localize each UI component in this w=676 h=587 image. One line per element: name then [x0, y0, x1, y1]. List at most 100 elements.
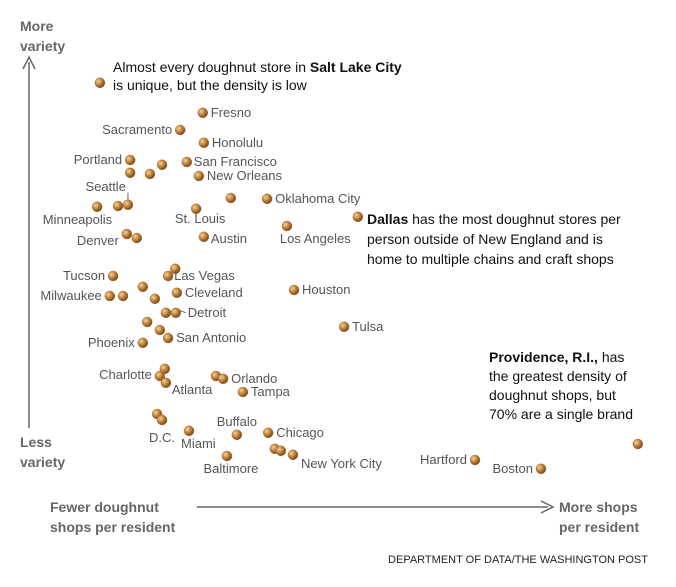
- point-label: Baltimore: [203, 461, 258, 476]
- point-label: Cleveland: [185, 285, 243, 300]
- annotation-text: has: [598, 349, 624, 365]
- annotation-text: the greatest density of: [489, 368, 627, 384]
- point: [124, 154, 136, 166]
- point-label: Tulsa: [352, 319, 384, 334]
- point: [117, 290, 129, 302]
- point: [171, 287, 183, 299]
- point: [149, 293, 161, 305]
- point-label: Fresno: [211, 105, 251, 120]
- point-label: Austin: [211, 231, 247, 246]
- point-label: Oklahoma City: [275, 191, 361, 206]
- point-label: Boston: [493, 461, 533, 476]
- point: [131, 232, 142, 244]
- point: [170, 263, 181, 275]
- y-arrowhead: [22, 55, 36, 70]
- point-label: Phoenix: [88, 335, 135, 350]
- point: [162, 270, 174, 282]
- point-label: Los Angeles: [280, 231, 351, 246]
- annotation-text: Almost every doughnut store in: [113, 59, 310, 75]
- point: [174, 124, 186, 136]
- point-label: San Antonio: [176, 330, 246, 345]
- point-label: Tampa: [251, 384, 291, 399]
- point: [262, 427, 274, 439]
- point-label: Tucson: [63, 268, 105, 283]
- point: [154, 324, 166, 336]
- point-label: St. Louis: [175, 211, 226, 226]
- x-label-right: per resident: [559, 519, 639, 535]
- x-label-left: Fewer doughnut: [50, 499, 159, 515]
- source: DEPARTMENT OF DATA/THE WASHINGTON POST: [388, 554, 648, 566]
- point: [231, 429, 243, 441]
- point-label: D.C.: [149, 430, 175, 445]
- annotation: Providence, R.I., has: [489, 349, 624, 365]
- point-label: Las Vegas: [174, 268, 235, 283]
- point: [237, 386, 249, 398]
- point: [94, 77, 106, 89]
- point-label: Detroit: [188, 305, 227, 320]
- point: [198, 137, 210, 149]
- annotation-text: 70% are a single brand: [489, 406, 633, 422]
- point-label: Portland: [74, 152, 122, 167]
- y-label-top: variety: [20, 38, 65, 54]
- annotation-text: person outside of New England and is: [367, 231, 603, 247]
- point-label: Houston: [302, 282, 350, 297]
- point: [275, 445, 287, 457]
- point: [122, 199, 134, 211]
- x-label-right: More shops: [559, 499, 638, 515]
- x-label-left: shops per resident: [50, 519, 176, 535]
- point-label: Miami: [181, 436, 216, 451]
- point-label: Chicago: [276, 425, 324, 440]
- point: [156, 414, 168, 426]
- y-label-bottom: Less: [20, 434, 52, 450]
- point: [338, 321, 350, 333]
- point: [141, 316, 153, 328]
- point: [181, 156, 193, 168]
- point: [352, 211, 364, 223]
- point-label: New Orleans: [207, 168, 283, 183]
- point: [287, 449, 299, 461]
- y-label-bottom: variety: [20, 454, 65, 470]
- point: [159, 363, 171, 375]
- point-label: Orlando: [231, 371, 277, 386]
- point: [198, 231, 210, 243]
- point: [183, 425, 195, 437]
- annotation: Almost every doughnut store in Salt Lake…: [113, 59, 402, 75]
- point-label: Minneapolis: [43, 212, 113, 227]
- point: [160, 377, 172, 389]
- x-arrowhead: [540, 500, 555, 514]
- y-label-top: More: [20, 18, 54, 34]
- point: [124, 167, 136, 179]
- point-label: San Francisco: [194, 154, 277, 169]
- point: [261, 193, 273, 205]
- point: [632, 438, 644, 450]
- point-label: Hartford: [420, 452, 467, 467]
- point: [112, 200, 124, 212]
- annotation: is unique, but the density is low: [113, 77, 308, 93]
- point: [221, 450, 233, 462]
- point-label: Seattle: [85, 179, 125, 194]
- point: [160, 307, 172, 319]
- annotation-text: Dallas: [367, 211, 408, 227]
- point: [170, 307, 182, 319]
- point: [190, 203, 202, 215]
- point-label: New York City: [301, 456, 382, 471]
- point-label: Buffalo: [217, 414, 257, 429]
- annotation: home to multiple chains and craft shops: [367, 251, 614, 267]
- point: [154, 370, 166, 382]
- point: [535, 463, 547, 475]
- annotation: 70% are a single brand: [489, 406, 633, 422]
- annotation-text: doughnut shops, but: [489, 387, 616, 403]
- point: [104, 290, 116, 302]
- point: [156, 159, 168, 171]
- point: [137, 281, 149, 293]
- point: [197, 107, 208, 119]
- annotation-text: has the most doughnut stores per: [408, 211, 621, 227]
- point: [288, 284, 300, 296]
- point-label: Sacramento: [102, 122, 172, 137]
- point-label: Denver: [77, 233, 120, 248]
- annotation-text: home to multiple chains and craft shops: [367, 251, 614, 267]
- point: [91, 201, 103, 213]
- point-label: Honolulu: [212, 135, 263, 150]
- point-label: Milwaukee: [40, 288, 101, 303]
